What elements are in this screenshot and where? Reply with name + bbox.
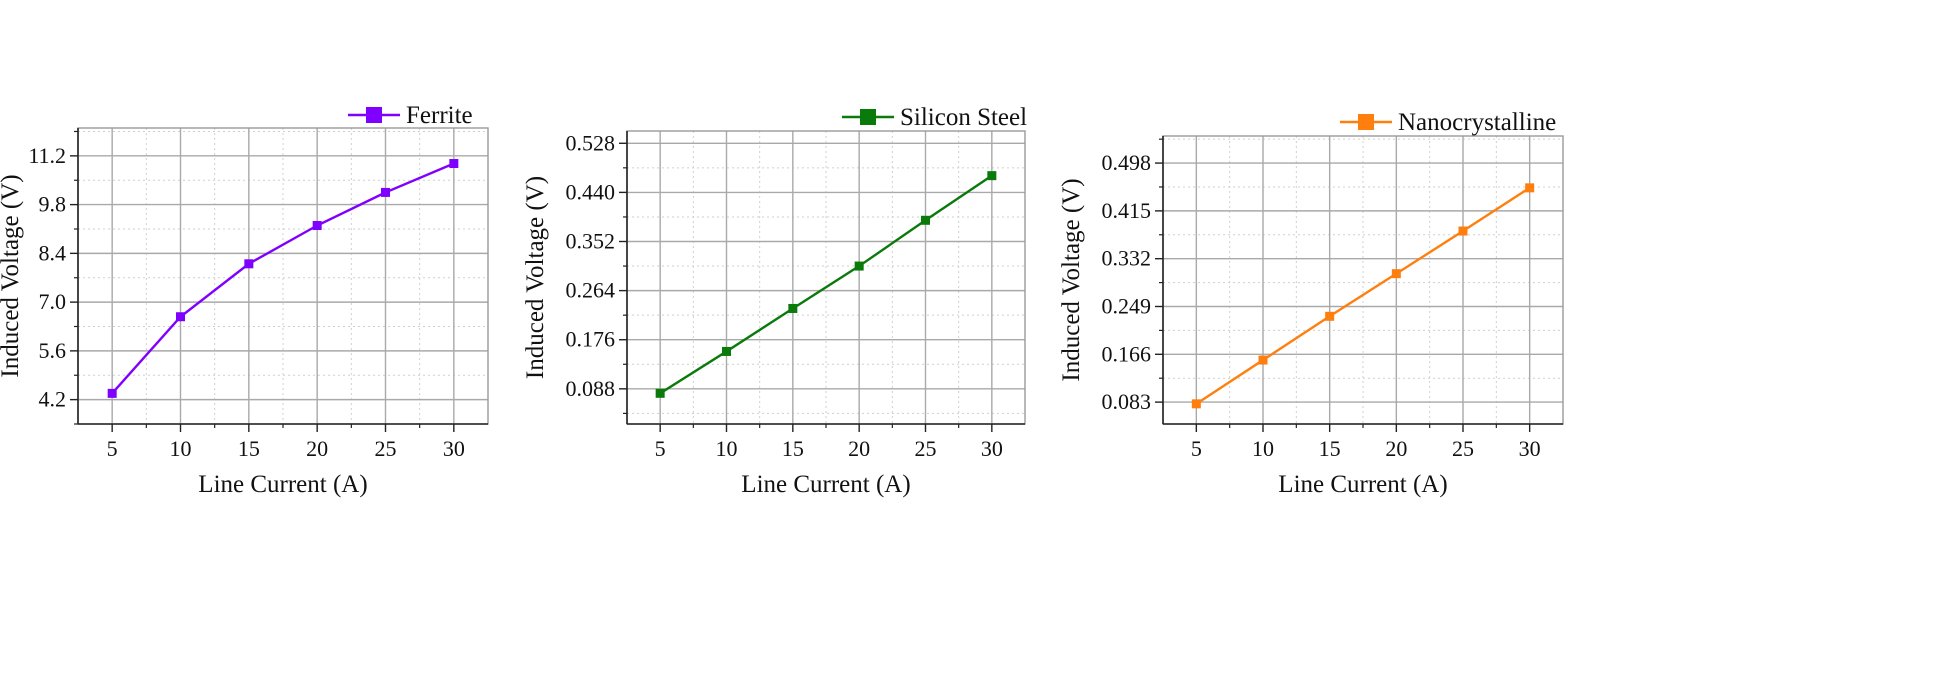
data-point bbox=[1325, 311, 1335, 321]
minor-grid bbox=[627, 131, 1025, 424]
chart-panel-3: 5 10 15 20 25 30 0.083 0.166 0.249 0.332 0.415 0.49… bbox=[1058, 109, 1564, 498]
y-tick-label: 4.2 bbox=[39, 387, 67, 412]
y-tick-label: 0.264 bbox=[566, 278, 616, 303]
legend-marker bbox=[366, 107, 382, 123]
legend-marker bbox=[1358, 114, 1374, 130]
legend-label: Nanocrystalline bbox=[1398, 109, 1556, 136]
data-point bbox=[788, 303, 798, 313]
x-axis-label: Line Current (A) bbox=[198, 471, 367, 498]
x-tick-label: 5 bbox=[107, 436, 118, 461]
minor-grid bbox=[1163, 136, 1563, 424]
minor-grid bbox=[78, 128, 488, 425]
data-point bbox=[1458, 226, 1468, 236]
y-tick-label: 0.083 bbox=[1102, 389, 1152, 414]
data-point bbox=[1258, 355, 1268, 365]
y-tick-label: 0.440 bbox=[566, 179, 616, 204]
series-line bbox=[1195, 186, 1531, 405]
y-tick-label: 7.0 bbox=[39, 289, 67, 314]
y-tick-label: 0.332 bbox=[1102, 246, 1152, 271]
legend-label: Ferrite bbox=[406, 102, 473, 129]
y-tick-label: 0.088 bbox=[566, 376, 616, 401]
data-point bbox=[921, 215, 930, 225]
legend-label: Silicon Steel bbox=[900, 104, 1027, 131]
data-point bbox=[987, 171, 997, 181]
x-tick-label: 10 bbox=[170, 436, 192, 461]
legend: Silicon Steel bbox=[842, 104, 1027, 131]
data-point bbox=[655, 388, 665, 398]
y-tick-label: 0.498 bbox=[1102, 150, 1152, 175]
y-tick-label: 0.249 bbox=[1102, 293, 1152, 318]
x-tick-label: 25 bbox=[915, 436, 937, 461]
y-axis-label: Induced Voltage (V) bbox=[1058, 178, 1085, 381]
y-tick-label: 0.528 bbox=[566, 130, 616, 155]
major-grid bbox=[78, 128, 488, 424]
x-tick-label: 15 bbox=[238, 436, 260, 461]
x-tick-label: 10 bbox=[716, 436, 738, 461]
x-tick-label: 5 bbox=[1191, 436, 1202, 461]
plot-frame bbox=[1162, 135, 1564, 425]
data-point bbox=[381, 187, 390, 197]
data-point bbox=[1191, 399, 1201, 409]
x-tick-label: 30 bbox=[1519, 436, 1541, 461]
y-axis-label: Induced Voltage (V) bbox=[522, 176, 549, 379]
data-point bbox=[1391, 269, 1401, 279]
y-tick-label: 9.8 bbox=[39, 192, 67, 217]
x-tick-label: 10 bbox=[1252, 436, 1274, 461]
data-point bbox=[176, 312, 185, 322]
y-tick-label: 0.415 bbox=[1102, 198, 1152, 223]
legend-marker bbox=[860, 109, 876, 125]
chart-panel-2: 5 10 15 20 25 30 0.088 0.176 0.264 0.352 0.440 0.52… bbox=[522, 104, 1027, 498]
series-line bbox=[111, 162, 455, 395]
x-tick-label: 5 bbox=[655, 436, 666, 461]
data-point bbox=[722, 346, 731, 356]
x-tick-label: 25 bbox=[375, 436, 397, 461]
y-tick-label: 8.4 bbox=[39, 240, 67, 265]
x-tick-label: 30 bbox=[443, 436, 465, 461]
major-grid bbox=[1163, 136, 1563, 424]
y-tick-label: 5.6 bbox=[39, 338, 67, 363]
x-tick-label: 25 bbox=[1452, 436, 1474, 461]
data-point bbox=[449, 159, 459, 169]
y-tick-label: 11.2 bbox=[28, 143, 66, 168]
data-point bbox=[244, 259, 254, 269]
x-axis-label: Line Current (A) bbox=[1278, 471, 1447, 498]
x-tick-label: 30 bbox=[981, 436, 1003, 461]
x-tick-label: 15 bbox=[782, 436, 804, 461]
x-axis-label: Line Current (A) bbox=[741, 471, 910, 498]
y-tick-label: 0.352 bbox=[566, 229, 616, 254]
major-grid bbox=[627, 131, 1025, 424]
y-tick-label: 0.166 bbox=[1102, 341, 1152, 366]
x-tick-label: 20 bbox=[306, 436, 328, 461]
y-axis-label: Induced Voltage (V) bbox=[0, 174, 24, 377]
series-line bbox=[659, 174, 993, 395]
x-tick-label: 15 bbox=[1319, 436, 1341, 461]
data-point bbox=[1525, 183, 1535, 193]
data-point bbox=[107, 388, 117, 398]
x-tick-label: 20 bbox=[1385, 436, 1407, 461]
data-point bbox=[854, 261, 864, 271]
data-point bbox=[312, 221, 322, 231]
y-tick-label: 0.176 bbox=[566, 327, 616, 352]
legend: Ferrite bbox=[348, 102, 473, 129]
x-tick-label: 20 bbox=[848, 436, 870, 461]
legend: Nanocrystalline bbox=[1340, 109, 1556, 136]
chart-panel-1: 5 10 15 20 25 30 4.2 5.6 7.0 8.4 9.8 11.2 Line Curre… bbox=[0, 102, 489, 498]
